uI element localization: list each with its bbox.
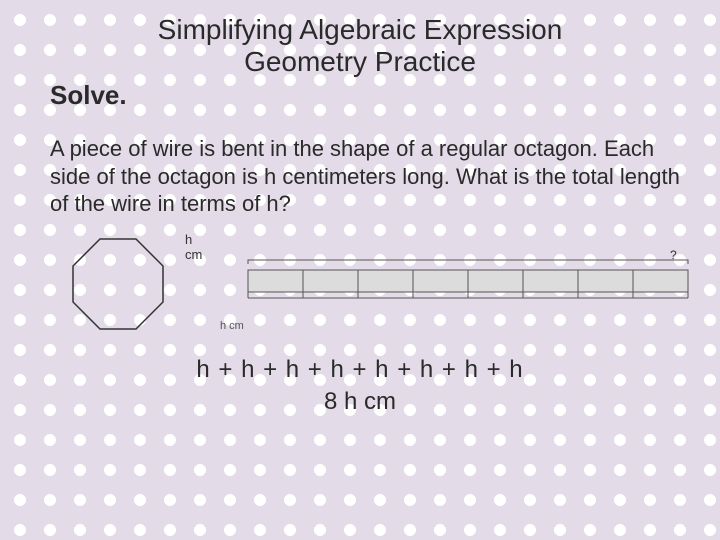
problem-text: A piece of wire is bent in the shape of … [50,135,680,218]
strip-question-mark: ? [670,248,677,262]
title-line-2: Geometry Practice [244,46,476,77]
title-line-1: Simplifying Algebraic Expression [158,14,563,45]
solve-heading: Solve. [50,80,680,111]
octagon-svg [70,236,166,332]
octagon-figure: h cm [70,236,166,337]
strip-svg [240,256,700,316]
answer-block: h + h + h + h + h + h + h + h 8 h cm [40,356,680,416]
octagon-side-label: h cm [185,232,202,262]
strip-figure: ? [240,256,700,321]
strip-bottom-label: h cm [220,320,244,332]
slide-title: Simplifying Algebraic Expression Geometr… [40,14,680,78]
octagon-shape [73,239,163,329]
answer-expression: h + h + h + h + h + h + h + h [40,356,680,384]
slide-container: Simplifying Algebraic Expression Geometr… [0,0,720,426]
answer-result: 8 h cm [40,388,680,416]
figures-area: h cm ? h cm [40,236,680,356]
